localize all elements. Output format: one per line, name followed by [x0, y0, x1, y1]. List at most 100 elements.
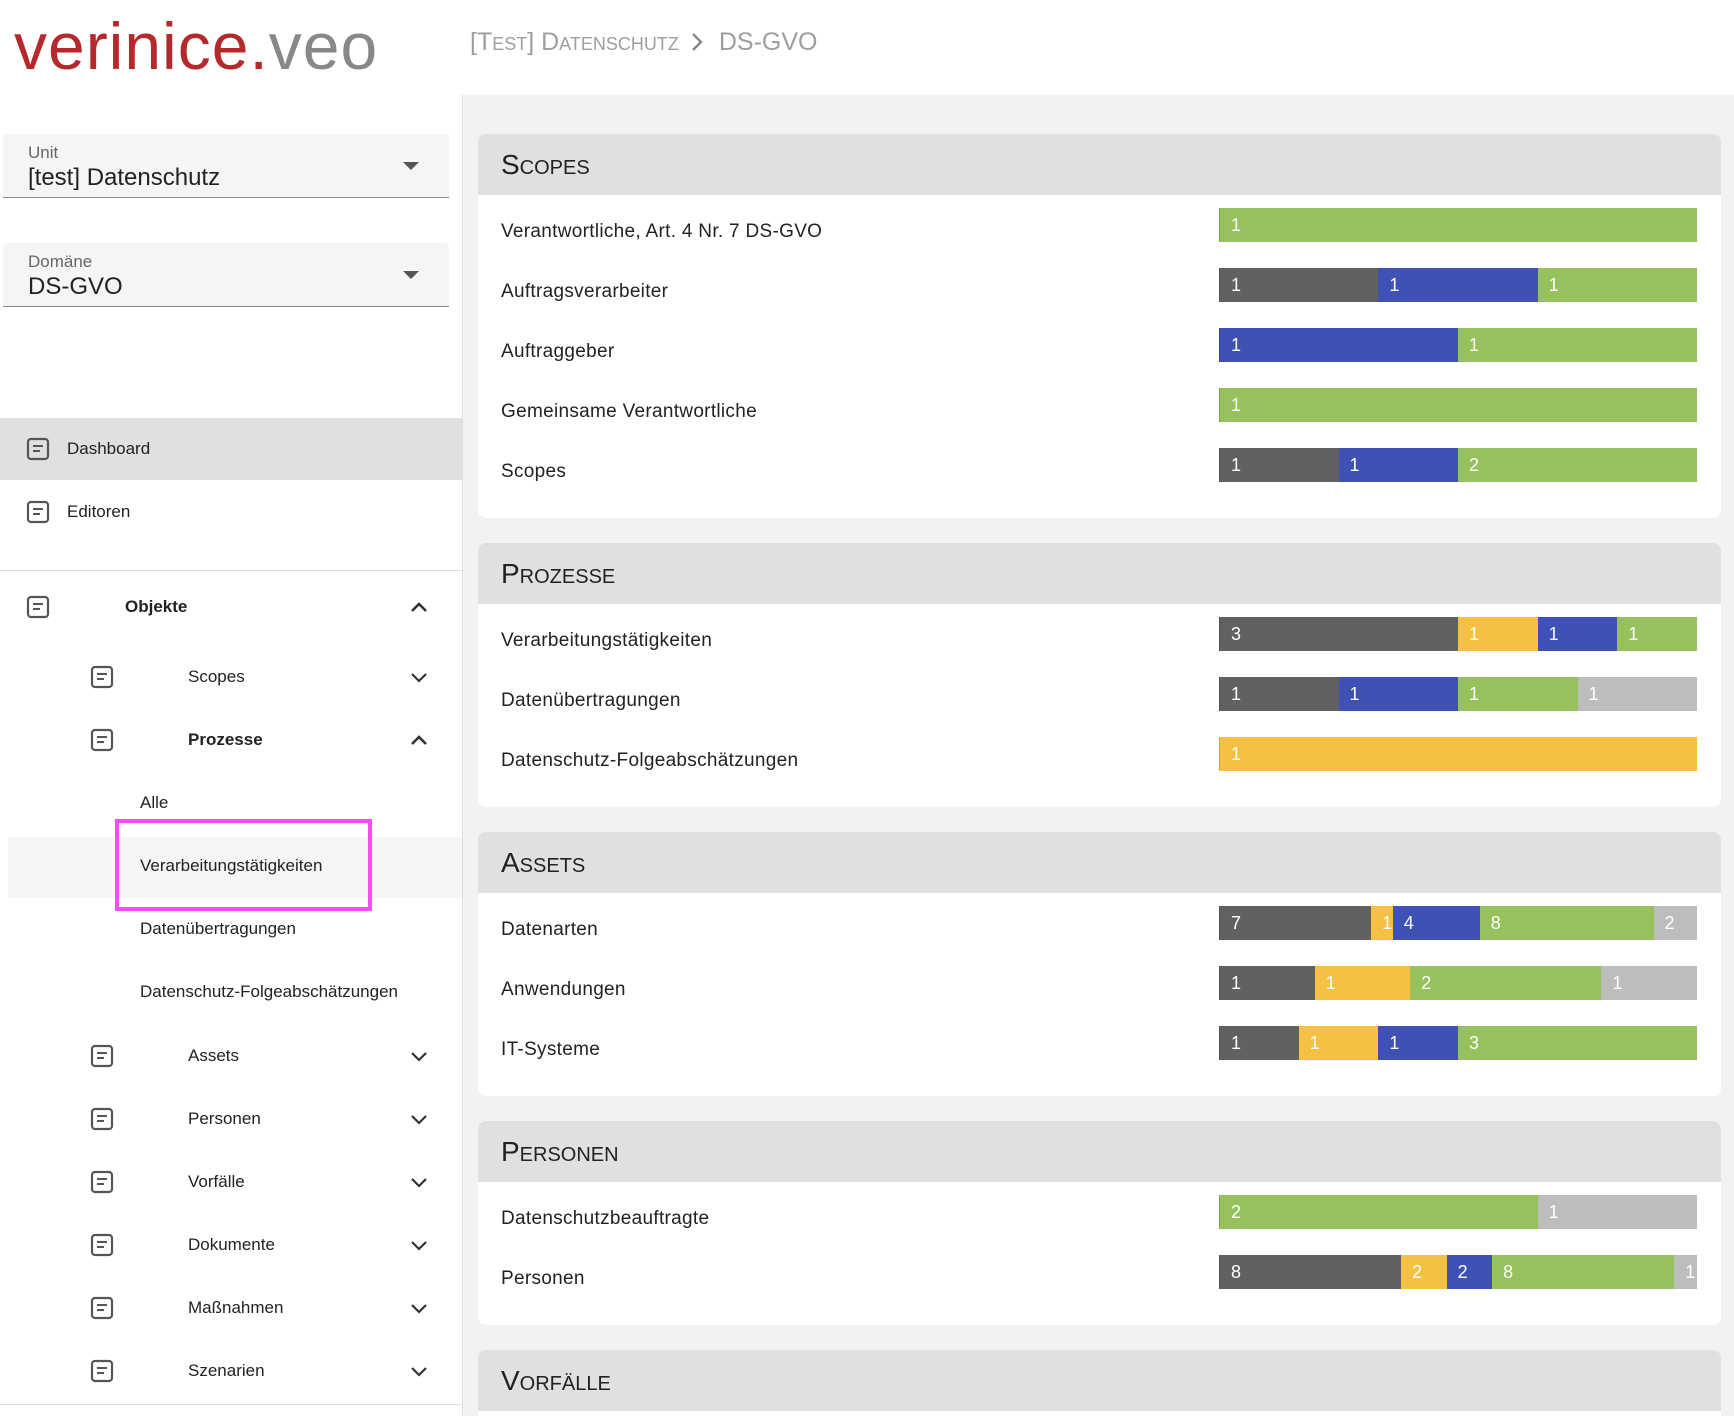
bar-segment[interactable]: 3 [1219, 617, 1458, 651]
nav-icon [26, 437, 50, 461]
nav-item[interactable]: Objekte [125, 597, 188, 616]
arrow [403, 162, 419, 170]
nav-item[interactable]: Personen [188, 1109, 261, 1128]
chevron[interactable] [408, 596, 430, 618]
bar-segment[interactable]: 8 [1492, 1255, 1675, 1289]
nav-item[interactable]: Prozesse [188, 730, 263, 749]
chart-row[interactable]: Auftragsverarbeiter 1 1 1 [478, 262, 1721, 322]
bar-segment[interactable]: 1 [1219, 208, 1697, 242]
nav-item[interactable]: Assets [188, 1046, 240, 1065]
chevron[interactable] [408, 729, 430, 751]
row-label: Datenschutz-Folgeabschätzungen [501, 750, 799, 771]
bar-segment[interactable]: 1 [1458, 328, 1697, 362]
selected-bg [8, 837, 462, 898]
nav-item[interactable]: Datenübertragungen [140, 919, 296, 938]
bar-segment[interactable]: 1 [1537, 1195, 1697, 1229]
bar-segment[interactable]: 1 [1219, 268, 1379, 302]
unit-select[interactable]: Unit [test] Datenschutz [3, 134, 449, 198]
chart-row[interactable]: Datenübertragungen 1 1 1 1 [478, 671, 1721, 731]
domain-select[interactable]: Domäne DS-GVO [3, 243, 449, 307]
bar-segment[interactable]: 3 [1457, 1026, 1697, 1060]
row-label: Personen [501, 1268, 585, 1289]
bar-segment[interactable]: 2 [1458, 448, 1697, 482]
chart-row[interactable]: Datenschutzbeauftragte 2 1 [478, 1189, 1721, 1249]
bar-segment[interactable]: 1 [1338, 677, 1458, 711]
nav-item[interactable]: Scopes [188, 667, 245, 686]
chevron[interactable] [408, 1108, 430, 1130]
bar-segment[interactable]: 1 [1314, 966, 1411, 1000]
bar-segment[interactable]: 1 [1298, 1026, 1379, 1060]
bar-segment[interactable]: 1 [1219, 677, 1339, 711]
row-label: IT-Systeme [501, 1039, 601, 1060]
chart-row[interactable]: Verarbeitungstätigkeiten 3 1 1 1 [478, 611, 1721, 671]
bar-segment[interactable]: 1 [1371, 906, 1393, 940]
label: Unit [28, 143, 59, 162]
chart-row[interactable]: Auftraggeber 1 1 [478, 322, 1721, 382]
bar-segment[interactable]: 2 [1219, 1195, 1538, 1229]
chart-row[interactable]: Scopes 1 1 2 [478, 442, 1721, 502]
chevron[interactable] [408, 1045, 430, 1067]
bar-segment[interactable]: 1 [1219, 448, 1339, 482]
chevron[interactable] [408, 1171, 430, 1193]
label: Domäne [28, 252, 93, 271]
bar-segment[interactable]: 1 [1219, 737, 1697, 771]
chart-row[interactable]: Datenschutz-Folgeabschätzungen 1 [478, 731, 1721, 791]
chart-row[interactable]: Anwendungen 1 1 2 1 [478, 960, 1721, 1020]
nav-item[interactable]: Alle [140, 793, 169, 812]
bar-segment[interactable]: 1 [1378, 1026, 1458, 1060]
bar-segment[interactable]: 8 [1479, 906, 1654, 940]
stacked-bar: 1 [1219, 388, 1697, 422]
nav-item[interactable]: Szenarien [188, 1361, 265, 1380]
dashboard: Scopes Verantwortliche, Art. 4 Nr. 7 DS-G… [462, 95, 1734, 1416]
chevron[interactable] [408, 666, 430, 688]
bar-segment[interactable]: 2 [1446, 1255, 1493, 1289]
arrow [403, 271, 419, 279]
bar-segment[interactable]: 1 [1537, 268, 1697, 302]
bar-segment[interactable]: 1 [1674, 1255, 1697, 1289]
chevron[interactable] [408, 1234, 430, 1256]
bar-segment[interactable]: 2 [1653, 906, 1697, 940]
bar-segment[interactable]: 1 [1219, 966, 1315, 1000]
bar-segment[interactable]: 1 [1601, 966, 1697, 1000]
bar-segment[interactable]: 1 [1458, 677, 1578, 711]
bar-segment[interactable]: 1 [1617, 617, 1697, 651]
section-card: Vorfälle [478, 1350, 1721, 1416]
nav-item[interactable]: Dokumente [188, 1235, 275, 1254]
bar-segment[interactable]: 1 [1219, 388, 1697, 422]
nav-item[interactable]: Verarbeitungstätigkeiten [140, 856, 323, 875]
chart-row[interactable]: Personen 8 2 2 8 1 [478, 1249, 1721, 1309]
nav-item[interactable]: Maßnahmen [188, 1298, 284, 1317]
logo[interactable]: verinice.veo [14, 8, 378, 84]
chevron[interactable] [408, 1297, 430, 1319]
nav-icon [90, 1107, 114, 1131]
bar-segment[interactable]: 1 [1378, 268, 1538, 302]
nav-icon [90, 1044, 114, 1068]
bar-segment[interactable]: 1 [1219, 328, 1458, 362]
chevron[interactable] [408, 1360, 430, 1382]
bar-segment[interactable]: 2 [1410, 966, 1602, 1000]
chart-row[interactable]: Datenarten 7 1 4 8 2 [478, 900, 1721, 960]
bar-segment[interactable]: 8 [1219, 1255, 1402, 1289]
row-label: Datenschutzbeauftragte [501, 1208, 710, 1229]
chart-row[interactable]: IT-Systeme 1 1 1 3 [478, 1020, 1721, 1080]
section-body: Datenschutzbeauftragte 2 1 Personen 8 2 2 8 1 [478, 1182, 1721, 1325]
bar-segment[interactable]: 4 [1392, 906, 1480, 940]
bar-segment[interactable]: 7 [1219, 906, 1372, 940]
bar-segment[interactable]: 1 [1338, 448, 1458, 482]
bar-segment[interactable]: 1 [1219, 1026, 1299, 1060]
chart-row[interactable]: Gemeinsame Verantwortliche 1 [478, 382, 1721, 442]
breadcrumb-item[interactable]: [Test] Datenschutz [470, 28, 679, 56]
nav-icon [90, 1296, 114, 1320]
bar-segment[interactable]: 2 [1401, 1255, 1447, 1289]
bar-segment[interactable]: 1 [1458, 617, 1538, 651]
bar-segment[interactable]: 1 [1577, 677, 1697, 711]
nav-item[interactable]: Datenschutz-Folgeabschätzungen [140, 982, 398, 1001]
nav-item[interactable]: Vorfälle [188, 1172, 245, 1191]
bar-segment[interactable]: 1 [1537, 617, 1618, 651]
nav-item[interactable]: Dashboard [67, 439, 151, 458]
nav-item[interactable]: Editoren [67, 502, 131, 521]
chart-row[interactable]: Verantwortliche, Art. 4 Nr. 7 DS-GVO 1 [478, 202, 1721, 262]
section-title: Scopes [478, 134, 1721, 195]
